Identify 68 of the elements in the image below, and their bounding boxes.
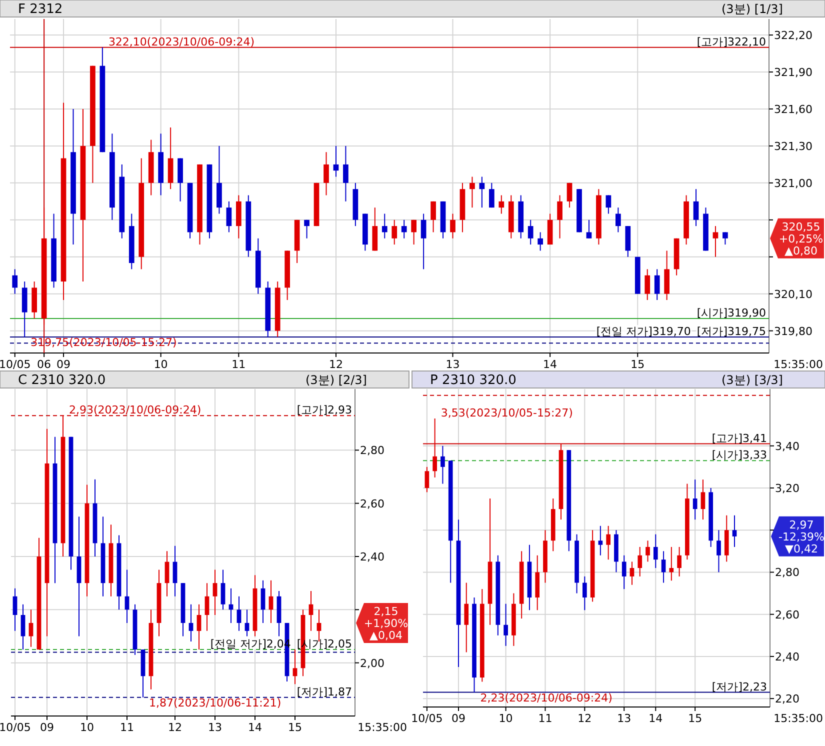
x-tick-label: 14 [648,712,663,725]
ref-line-label: [저가]319,75 [696,324,766,338]
y-tick-label: 2,20 [775,692,800,706]
ref-line-label: [고가]3,41 [712,432,767,445]
x-tick-label: 06 [37,358,52,371]
text: 15:35:00 [774,358,823,371]
annotation: 2,93(2023/10/06-09:24) [69,404,202,417]
x-tick-label: 13 [446,358,460,371]
y-tick-label: 320,10 [774,288,812,301]
ref-line-label: [저가]2,23 [712,680,767,694]
ref-line-label: [고가]322,10 [696,35,766,48]
ref-line-label: [시가]319,90 [696,306,766,320]
annotation: 1,87(2023/10/06-11:21) [149,696,282,710]
x-tick-label: 13 [208,721,222,734]
text: 15:35:00 [774,712,823,725]
ref-line-label: [고가]2,93 [296,404,352,417]
chart-subtitle: (3분) [2/3] [306,373,367,387]
text: 2,15 +1,90% ▲0,04 [364,604,408,642]
ref-line-label: [저가]1,87 [296,685,352,698]
x-tick-label: 14 [248,721,262,734]
x-tick-label: 12 [328,358,343,371]
ref-line-label: [시가]3,33 [712,448,767,462]
y-tick-label: 322,20 [774,29,812,42]
x-tick-label: 15 [688,712,702,725]
annotation: 322,10(2023/10/06-09:24) [108,35,255,48]
y-tick-label: 321,30 [774,140,812,153]
x-tick-label: 10 [498,712,513,725]
x-tick-label: 10/05 [0,358,31,371]
x-tick-label: 10 [154,358,168,371]
y-tick-label: 321,00 [774,176,812,190]
chart-title: P 2310 320.0 [430,373,516,388]
y-tick-label: 2,40 [775,650,800,664]
y-tick-label: 2,40 [360,550,384,564]
x-tick-label: 13 [617,712,632,725]
y-tick-label: 321,60 [774,102,812,116]
text: 2,97 -12,39% ▼0,42 [778,518,824,556]
x-tick-label: 12 [578,712,592,725]
y-tick-label: 3,20 [775,482,800,495]
x-tick-label: 15 [288,721,302,734]
x-tick-label: 09 [451,712,466,725]
chart-title: F 2312 [18,2,63,17]
chart-subtitle: (3분) [1/3] [722,2,783,16]
x-tick-label: 14 [543,358,558,371]
annotation: 2,23(2023/10/06-09:24) [480,691,612,704]
y-tick-label: 2,60 [360,497,384,510]
x-tick-label: 10 [80,721,94,734]
chart-subtitle: (3분) [3/3] [722,373,783,387]
x-tick-label: 12 [168,721,182,734]
chart-title: C 2310 320.0 [18,373,106,388]
text: 15:35:00 [358,721,407,734]
x-tick-label: 15 [630,358,645,371]
x-tick-label: 11 [120,721,134,734]
y-tick-label: 319,80 [774,324,812,338]
x-tick-label: 10/05 [411,712,443,725]
x-tick-label: 11 [232,358,246,371]
ref-line-label: [전일 저가]319,70 [596,324,691,338]
text: 320,55 +0,25% ▲0,80 [778,220,824,258]
y-tick-label: 321,90 [774,66,812,79]
y-tick-label: 2,00 [360,656,384,670]
x-tick-label: 09 [56,358,71,371]
y-tick-label: 2,60 [775,608,800,622]
annotation: 3,53(2023/10/05-15:27) [440,406,573,420]
x-tick-label: 10/05 [0,721,31,734]
x-tick-label: 09 [40,721,54,734]
x-tick-label: 11 [538,712,552,725]
y-tick-label: 3,40 [775,440,800,453]
y-tick-label: 2,80 [775,566,800,580]
y-tick-label: 2,80 [360,444,384,458]
